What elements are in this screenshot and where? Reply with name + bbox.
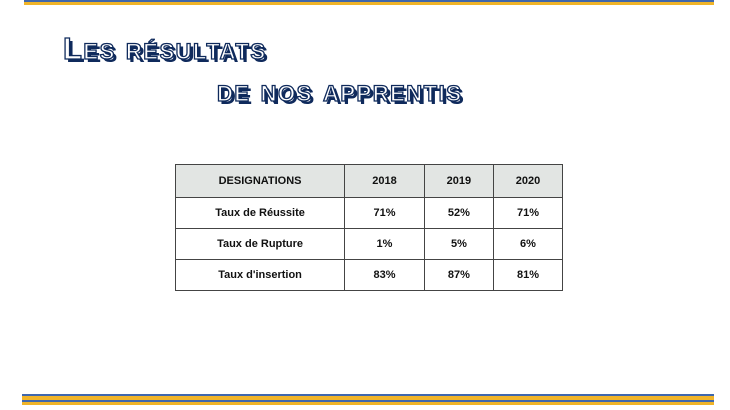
row-label: Taux de Réussite — [174, 197, 346, 229]
cell-value: 1% — [344, 228, 425, 260]
table-row: Taux de Rupture 1% 5% 6% — [174, 228, 564, 260]
results-table: DESIGNATIONS 2018 2019 2020 Taux de Réus… — [174, 164, 564, 291]
header-year-2019: 2019 — [423, 164, 494, 198]
band-blue-line — [22, 400, 714, 402]
table-row: Taux d'insertion 83% 87% 81% — [174, 259, 564, 291]
band-blue-line — [22, 394, 714, 396]
header-designations: DESIGNATIONS — [174, 164, 346, 198]
header-year-2020: 2020 — [492, 164, 564, 198]
cell-value: 87% — [423, 259, 494, 291]
cell-value: 81% — [492, 259, 564, 291]
top-decorative-band — [24, 0, 714, 5]
cell-value: 52% — [423, 197, 494, 229]
cell-value: 5% — [423, 228, 494, 260]
band-blue-line — [24, 0, 714, 2]
band-gold-line — [22, 396, 714, 400]
band-gold-line — [22, 402, 714, 405]
table-row: Taux de Réussite 71% 52% 71% — [174, 197, 564, 229]
cell-value: 83% — [344, 259, 425, 291]
row-label: Taux de Rupture — [174, 228, 346, 260]
cell-value: 71% — [344, 197, 425, 229]
header-year-2018: 2018 — [344, 164, 425, 198]
page-title-line-2: de nos apprentis — [216, 73, 463, 108]
page-title-line-1: Les résultats — [62, 31, 267, 66]
band-gold-line — [24, 2, 714, 5]
bottom-decorative-band — [22, 394, 714, 405]
row-label: Taux d'insertion — [174, 259, 346, 291]
cell-value: 71% — [492, 197, 564, 229]
cell-value: 6% — [492, 228, 564, 260]
table-header-row: DESIGNATIONS 2018 2019 2020 — [174, 164, 564, 198]
